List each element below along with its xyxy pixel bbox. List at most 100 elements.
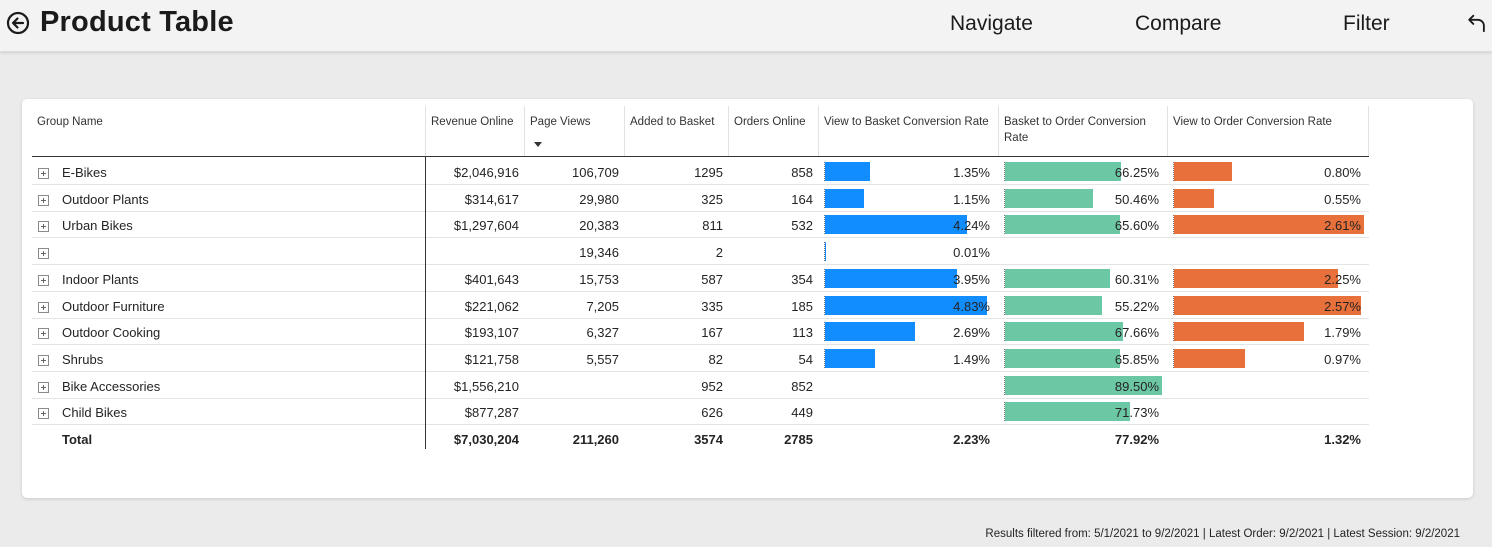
cell-vtb-rate: 3.95% (824, 265, 995, 291)
table-row[interactable]: 19,346 2 0.01% (32, 238, 1369, 266)
cell-added: 587 (701, 271, 723, 287)
bar-axis (824, 242, 825, 262)
cell-vto-rate: 0.55% (1173, 185, 1366, 211)
cell-bto-rate: 71.73% (1004, 398, 1164, 424)
table-row[interactable]: Child Bikes $877,287 626 449 71.73% (32, 398, 1369, 426)
expand-plus-icon[interactable] (38, 328, 49, 340)
rate-label: 4.83% (953, 298, 990, 314)
table-row[interactable]: Indoor Plants $401,643 15,753 587 354 3.95% 60… (32, 265, 1369, 292)
cell-orders: 164 (791, 191, 813, 207)
cell-orders: 185 (791, 298, 813, 314)
expand-plus-icon[interactable] (38, 354, 49, 366)
column-header-view-to-basket-rate[interactable]: View to Basket Conversion Rate (819, 106, 999, 156)
cell-added: 167 (701, 325, 723, 341)
bar-axis (824, 162, 825, 181)
cell-page-views: 29,980 (579, 191, 619, 207)
cell-bto-rate (1004, 238, 1164, 264)
bar-axis (824, 348, 825, 368)
cell-vtb-rate: 1.49% (824, 345, 995, 371)
rate-bar (1174, 348, 1245, 368)
cell-bto-rate: 65.60% (1004, 211, 1164, 237)
rate-bar (1174, 268, 1338, 288)
cell-vtb-rate: 1.15% (824, 185, 995, 211)
page-title: Product Table (40, 6, 234, 38)
rate-label: 67.66% (1114, 325, 1159, 341)
cell-added: 82 (708, 351, 723, 367)
cell-orders: 2785 (784, 432, 813, 447)
expand-plus-icon[interactable] (38, 408, 49, 420)
cell-group: E-Bikes (62, 165, 107, 180)
rate-bar (1174, 162, 1232, 181)
rate-bar (1005, 268, 1110, 288)
expand-plus-icon[interactable] (38, 301, 49, 313)
cell-group: Indoor Plants (62, 271, 139, 287)
expand-plus-icon[interactable] (38, 194, 49, 206)
navigate-button[interactable]: Navigate (950, 12, 1033, 35)
bar-axis (1173, 162, 1174, 181)
rate-bar (1174, 322, 1304, 342)
bar-axis (1004, 215, 1005, 235)
column-header-orders-online[interactable]: Orders Online (729, 106, 819, 156)
cell-added: 811 (702, 218, 723, 234)
table-row[interactable]: Outdoor Plants $314,617 29,980 325 164 1.15% 5… (32, 185, 1369, 212)
column-header-added-to-basket[interactable]: Added to Basket (625, 106, 729, 156)
sort-descending-icon (534, 142, 542, 147)
expand-plus-icon[interactable] (38, 274, 49, 286)
table-row[interactable]: Outdoor Cooking $193,107 6,327 167 113 2.69% 6… (32, 318, 1369, 346)
rate-bar (1005, 188, 1093, 208)
expand-plus-icon[interactable] (38, 381, 49, 393)
rate-bar (825, 188, 864, 208)
column-header-view-to-order-rate[interactable]: View to Order Conversion Rate (1168, 106, 1369, 156)
table-row[interactable]: E-Bikes $2,046,916 106,709 1295 858 1.35% 66.2… (32, 158, 1369, 185)
rate-bar (1005, 375, 1162, 395)
cell-revenue: $7,030,204 (453, 432, 519, 447)
expand-plus-icon[interactable] (38, 168, 49, 179)
cell-orders: 532 (791, 218, 813, 234)
column-header-group-name[interactable]: Group Name (32, 106, 426, 156)
undo-icon[interactable] (1466, 12, 1488, 34)
table-row[interactable]: Shrubs $121,758 5,557 82 54 1.49% 65.85% 0.97% (32, 345, 1369, 372)
cell-bto-rate: 66.25% (1004, 158, 1164, 184)
cell-vto-rate: 2.25% (1173, 265, 1366, 291)
rate-label: 2.57% (1324, 298, 1361, 314)
filter-button[interactable]: Filter (1343, 12, 1390, 35)
bar-axis (1004, 402, 1005, 422)
rate-bar (1005, 162, 1121, 181)
cell-revenue: $401,643 (464, 271, 519, 287)
cell-revenue: $1,297,604 (453, 218, 519, 234)
rate-label: 0.80% (1324, 165, 1361, 180)
expand-plus-icon[interactable] (38, 221, 49, 233)
back-arrow-circle-icon[interactable] (6, 11, 30, 35)
column-header-revenue-online[interactable]: Revenue Online (426, 106, 525, 156)
table-row[interactable]: Outdoor Furniture $221,062 7,205 335 185 4.83… (32, 292, 1369, 319)
cell-orders: 54 (798, 351, 813, 367)
bar-axis (1004, 162, 1005, 181)
table-row[interactable]: Urban Bikes $1,297,604 20,383 811 532 4.24% 65… (32, 211, 1369, 239)
expand-plus-icon[interactable] (38, 248, 49, 260)
rate-bar (1005, 322, 1123, 342)
cell-orders: 449 (791, 405, 813, 421)
bar-axis (824, 295, 825, 315)
column-header-basket-to-order-rate[interactable]: Basket to Order Conversion Rate (999, 106, 1168, 156)
bar-axis (1004, 295, 1005, 315)
top-bar: Product Table Navigate Compare Filter (0, 0, 1492, 52)
cell-group: Shrubs (62, 351, 104, 367)
rate-label: 2.69% (953, 325, 990, 341)
rate-bar (1005, 215, 1120, 235)
cell-added: 335 (701, 298, 723, 314)
cell-group (62, 238, 422, 264)
cell-page-views: 15,753 (579, 271, 619, 287)
rate-label: 0.55% (1324, 191, 1361, 207)
cell-page-views: 7,205 (586, 298, 619, 314)
table-row[interactable]: Bike Accessories $1,556,210 952 852 89.50% (32, 372, 1369, 399)
column-header-page-views[interactable]: Page Views (525, 106, 625, 156)
row-header-divider (425, 156, 426, 449)
cell-vto-rate: 1.79% (1173, 318, 1366, 344)
cell-vtb-rate: 4.24% (824, 211, 995, 237)
rate-bar (825, 215, 967, 235)
bar-axis (1004, 188, 1005, 208)
rate-label: 71.73% (1114, 405, 1159, 421)
cell-vto-rate (1173, 398, 1366, 424)
compare-button[interactable]: Compare (1135, 12, 1222, 35)
rate-bar (825, 295, 987, 315)
